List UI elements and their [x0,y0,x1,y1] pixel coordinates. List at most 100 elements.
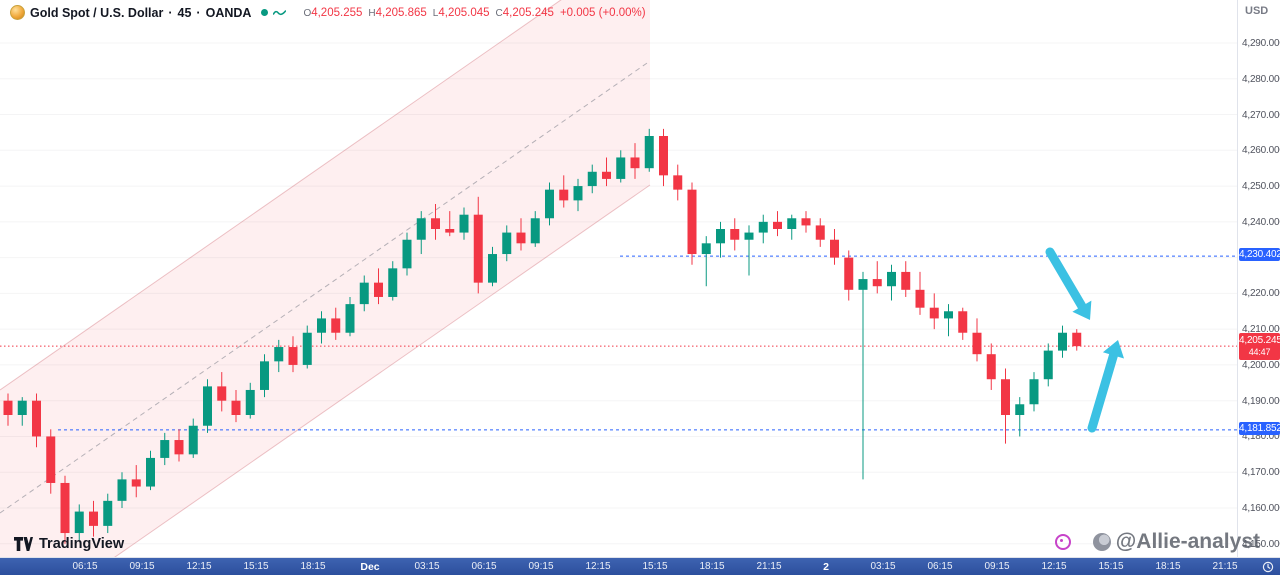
candle-body [388,268,398,297]
timezone-clock-icon[interactable] [1262,561,1274,573]
price-tick: 4,280.000 [1242,73,1280,85]
time-label: 21:15 [756,561,782,572]
time-label: 06:15 [471,561,497,572]
candle-body [673,175,683,190]
candle-body [260,361,269,390]
time-label: 12:15 [1041,561,1067,572]
candle-body [687,189,697,255]
candle-body [459,214,469,233]
exchange-label: OANDA [205,5,252,20]
tradingview-logo-text: TradingView [39,536,125,552]
candle-body [744,232,754,240]
candle-body [1072,332,1082,347]
candle-body [801,218,811,226]
price-tick: 4,270.000 [1242,109,1280,121]
candle-body [630,157,640,169]
drawn-arrow-head[interactable] [1102,340,1125,359]
price-tick: 4,170.000 [1242,467,1280,479]
candle-body [488,254,497,283]
drawn-arrow[interactable] [1045,247,1087,311]
candle-body [716,229,725,244]
low-label: L [432,7,439,19]
candle-body [131,479,141,487]
low-value: 4,205.045 [438,6,490,19]
time-label: 03:15 [870,561,896,572]
candle-body [730,229,740,240]
drawn-arrow[interactable] [1087,350,1118,433]
candle-body [887,271,896,287]
candle-body [317,318,326,333]
price-axis[interactable]: USD 4,290.000 4,280.000 4,270.000 4,260.000… [1237,0,1280,557]
candle-body [146,457,155,487]
open-value: 4,205.255 [311,6,363,19]
candle-body [174,440,184,455]
candle-body [3,400,13,415]
trend-channel-lower-line [114,184,651,557]
drawn-arrow-head[interactable] [1072,300,1092,320]
candle-body [787,218,797,229]
candle-body [773,221,782,229]
candle-body [374,282,383,297]
time-axis[interactable]: 06:15 09:15 12:15 15:15 18:15 Dec 03:15 06:15 09… [0,557,1280,575]
candle-body [602,171,611,179]
candle-body [103,500,113,526]
time-label: 06:15 [72,561,98,572]
candle-body [231,400,241,415]
price-tick: 4,150.000 [1242,538,1280,550]
candle-body [587,171,597,187]
time-label: 18:15 [1155,561,1181,572]
time-label: 15:15 [243,561,269,572]
time-label: 18:15 [699,561,725,572]
interval-label[interactable]: 45 [177,5,192,20]
candle-body [1029,379,1039,405]
candle-body [972,332,982,355]
tradingview-logo[interactable]: TradingView [14,536,124,552]
candle-body [160,440,170,458]
time-label: 06:15 [927,561,953,572]
last-price-value: 4,205.245 [1239,335,1280,347]
change-value: +0.005 (+0.00%) [559,6,646,19]
candle-body [431,218,440,229]
bar-countdown: 44:47 [1248,347,1271,358]
price-tick: 4,190.000 [1242,395,1280,407]
legend-separator: · [168,5,173,20]
candle-body [402,239,412,269]
candle-body [359,282,369,305]
candle-body [844,257,854,290]
close-label: C [495,7,503,19]
time-label-date: Dec [360,561,380,573]
candle-body [416,218,426,240]
candle-body [445,229,455,233]
time-label: 09:15 [129,561,155,572]
time-label: 12:15 [585,561,611,572]
candle-body [1043,350,1053,380]
candle-body [245,389,255,415]
author-avatar-icon [1092,533,1111,551]
candle-body [872,279,882,287]
time-label: 03:15 [414,561,440,572]
support-price-label[interactable]: 4,181.852 [1239,421,1280,435]
author-handle: @Allie-analyst [1115,530,1260,553]
high-value: 4,205.865 [375,6,427,19]
candle-body [1015,404,1025,415]
candle-body [944,311,953,319]
close-value: 4,205.245 [502,6,554,19]
trend-channel-fill [0,0,650,557]
resistance-price-label[interactable]: 4,230.402 [1239,248,1280,262]
price-tick: 4,290.000 [1242,38,1280,49]
candle-body [659,136,668,176]
symbol-legend[interactable]: Gold Spot / U.S. Dollar · 45 · OANDA O 4… [10,5,646,20]
realtime-data-icon [273,10,287,16]
candle-body [958,311,968,333]
chart-canvas[interactable] [0,0,1237,557]
candle-body [701,243,711,255]
legend-separator: · [196,5,201,20]
candle-body [815,225,825,240]
symbol-title[interactable]: Gold Spot / U.S. Dollar [30,5,164,20]
candle-body [530,218,540,244]
currency-label[interactable]: USD [1245,5,1269,17]
trend-channel-midline [0,60,651,514]
price-tick: 4,240.000 [1242,216,1280,228]
time-label: 18:15 [300,561,326,572]
